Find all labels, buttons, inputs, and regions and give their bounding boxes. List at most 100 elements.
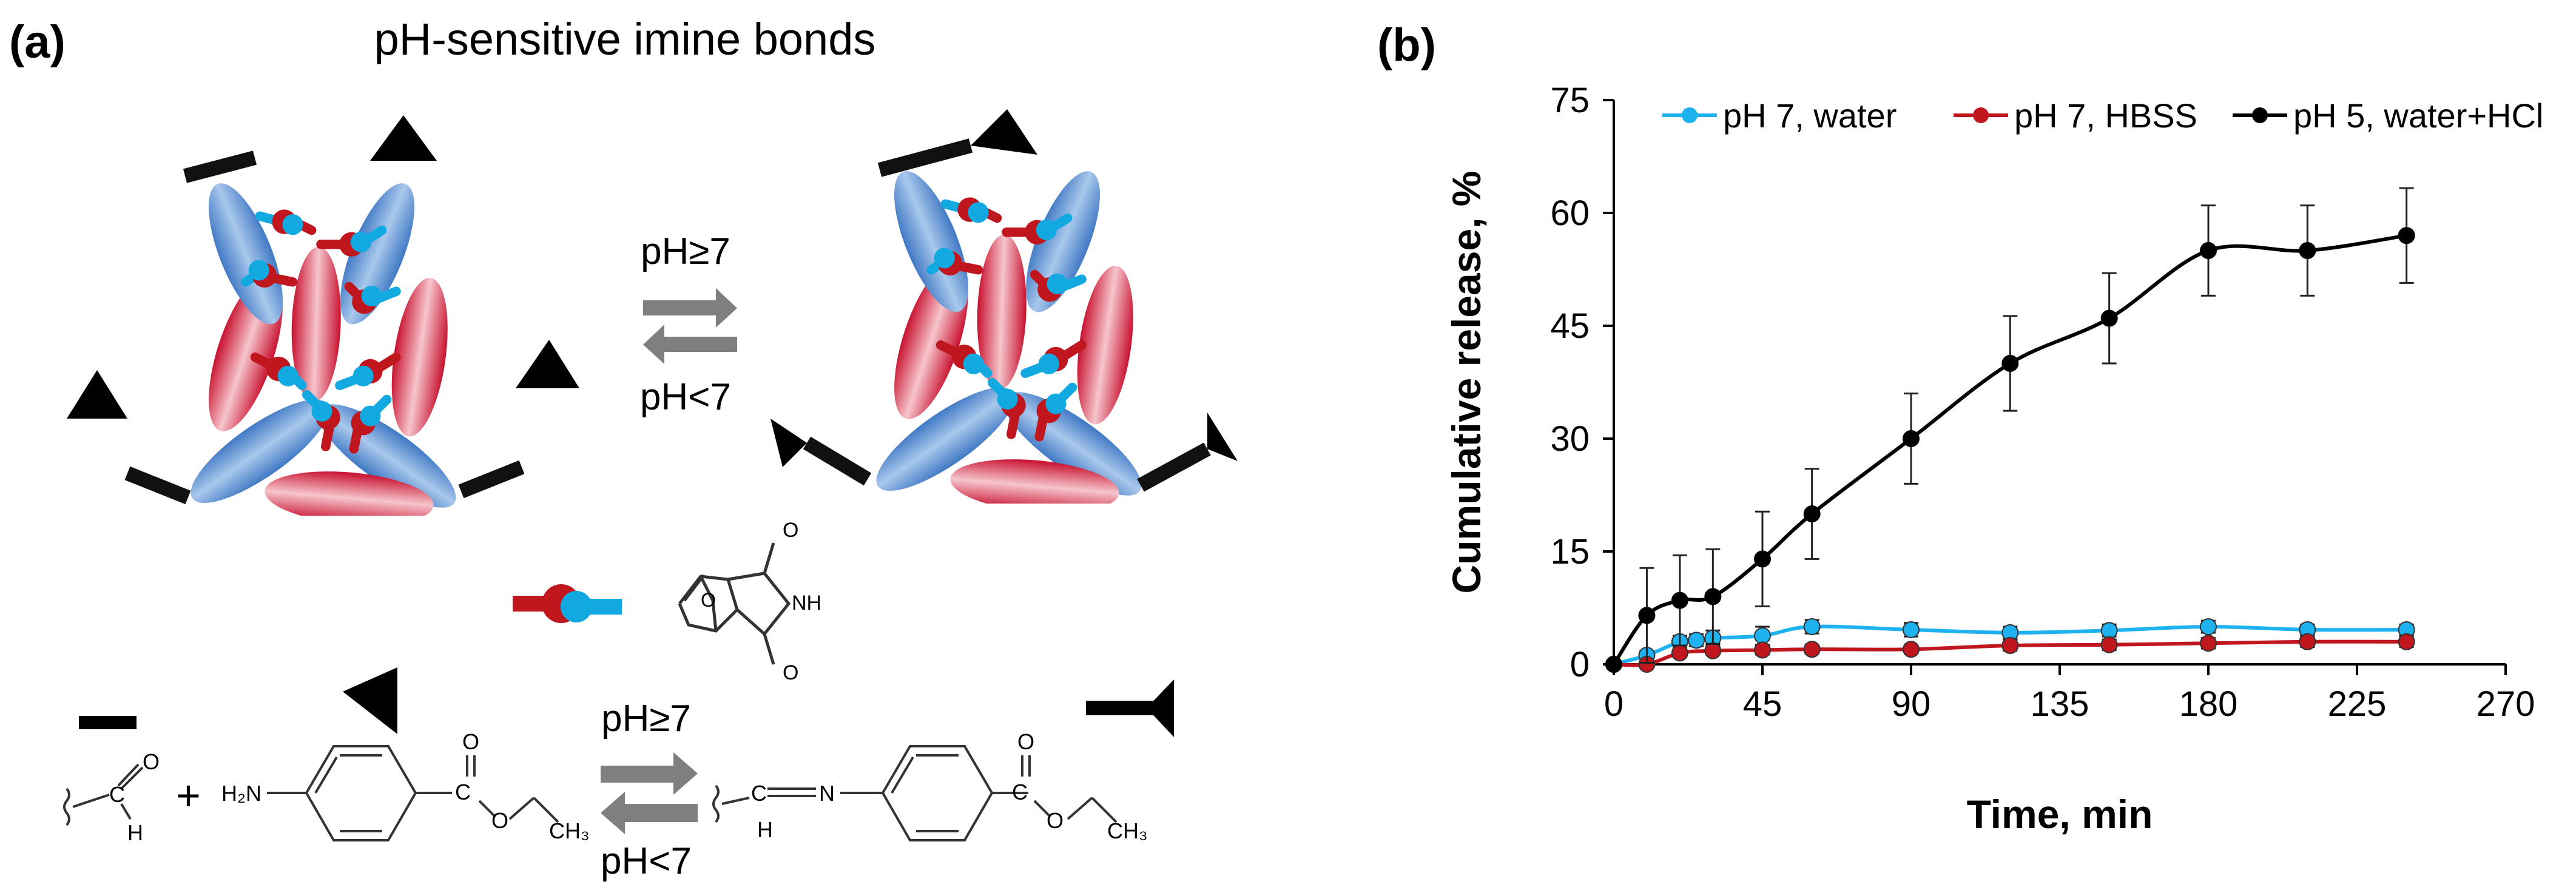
svg-text:O: O: [1047, 808, 1064, 833]
svg-text:O: O: [783, 519, 798, 542]
data-point: [1803, 641, 1821, 658]
data-point: [1671, 592, 1688, 609]
conjugated-drug: [971, 109, 1037, 155]
forward-arrow-bottom: [601, 752, 698, 795]
ph-reverse-label-bottom: pH<7: [601, 840, 692, 882]
data-point: [1754, 627, 1771, 644]
data-point: [2398, 227, 2415, 244]
data-point: [1605, 656, 1622, 673]
x-tick-label: 45: [1743, 684, 1782, 724]
y-tick-label: 30: [1550, 419, 1590, 459]
drug-triangle: [516, 340, 579, 388]
ph-forward-label-bottom: pH≥7: [601, 698, 691, 740]
ph-reverse-label: pH<7: [640, 376, 731, 418]
chart-series: [1605, 187, 2415, 673]
data-point: [1688, 632, 1705, 649]
svg-text:O: O: [783, 661, 798, 684]
panel-b-label: (b): [1377, 19, 1436, 71]
svg-text:O: O: [701, 589, 716, 611]
y-tick-label: 75: [1550, 81, 1590, 120]
data-point: [1704, 642, 1722, 659]
legend-marker: [1973, 107, 1989, 123]
svg-text:C: C: [751, 781, 767, 806]
maleimide-structure: O NH O O: [678, 519, 821, 684]
legend-label: pH 7, HBSS: [2014, 96, 2197, 135]
legend-label: pH 5, water+HCl: [2293, 96, 2543, 135]
linker-legend: [513, 584, 622, 623]
panel-a-label: (a): [9, 16, 66, 68]
x-tick-label: 225: [2328, 684, 2387, 724]
product-symbol: [1086, 679, 1174, 737]
svg-text:O: O: [143, 749, 160, 774]
panel-a: (a) pH-sensitive imine bonds pH≥7 pH<7: [9, 14, 1238, 882]
chart-axes: 0 45 90 135 180 225 270 0 15 30 45 60 75: [1550, 81, 2535, 724]
svg-text:C: C: [109, 782, 125, 807]
x-tick-label: 135: [2031, 684, 2089, 724]
data-point: [1803, 618, 1821, 635]
data-point: [1754, 641, 1771, 659]
series-3: [1605, 187, 2415, 673]
aldehyde-symbol: [79, 716, 137, 729]
svg-text:O: O: [1017, 729, 1034, 754]
panel-a-title: pH-sensitive imine bonds: [374, 14, 876, 64]
data-point: [2299, 242, 2316, 259]
data-point: [2100, 636, 2118, 653]
series-line: [1613, 639, 2407, 667]
aldehyde-bar: [183, 150, 257, 183]
x-axis-label: Time, min: [1967, 792, 2153, 837]
data-point: [1903, 621, 1920, 638]
legend-marker: [1682, 107, 1698, 123]
data-point: [1803, 505, 1821, 522]
reverse-arrow: [643, 325, 737, 364]
data-point: [1671, 644, 1688, 662]
svg-text:+: +: [176, 772, 201, 819]
data-point: [1754, 550, 1771, 568]
data-point: [2001, 637, 2019, 654]
svg-text:NH: NH: [792, 592, 821, 615]
data-point: [2200, 618, 2217, 635]
series-line: [1612, 234, 2407, 666]
aldehyde-bar: [458, 460, 525, 499]
y-tick-label: 60: [1550, 194, 1590, 233]
reverse-arrow-bottom: [601, 792, 698, 834]
data-point: [2100, 309, 2118, 327]
svg-text:H₂N: H₂N: [221, 781, 261, 806]
data-point: [2001, 355, 2019, 372]
svg-text:C: C: [455, 780, 471, 804]
aldehyde-bar: [124, 466, 191, 505]
data-point: [1903, 430, 1920, 447]
x-tick-label: 180: [2179, 684, 2238, 724]
release-chart: (b) 0 45 90 135 180 225 270 0 15 30 45 60 75 pH 7, w…: [1377, 19, 2543, 837]
svg-text:CH₃: CH₃: [549, 818, 590, 843]
data-point: [2398, 633, 2415, 650]
svg-text:H: H: [757, 817, 773, 842]
data-point: [2299, 633, 2316, 650]
drug-triangle: [67, 370, 127, 419]
ph-forward-label: pH≥7: [641, 231, 730, 272]
conjugated-drug: [770, 419, 807, 467]
drug-symbol: [343, 667, 397, 734]
chart-legend: pH 7, water pH 7, HBSS pH 5, water+HCl: [1662, 96, 2543, 135]
data-point: [2100, 622, 2118, 639]
polymer-cluster-right: [770, 109, 1238, 519]
drug-triangle: [370, 115, 437, 161]
y-axis-label: Cumulative release, %: [1444, 171, 1489, 594]
y-tick-label: 15: [1550, 532, 1590, 571]
data-point: [2200, 635, 2217, 652]
forward-arrow: [643, 288, 737, 328]
x-tick-label: 270: [2477, 684, 2535, 724]
data-point: [1638, 607, 1656, 624]
svg-text:C: C: [1012, 780, 1028, 804]
x-tick-label: 90: [1892, 684, 1931, 724]
legend-marker: [2252, 107, 2268, 123]
svg-text:CH₃: CH₃: [1107, 818, 1148, 843]
series-2: [1605, 633, 2415, 673]
data-point: [1903, 641, 1920, 658]
x-tick-label: 0: [1604, 684, 1623, 724]
svg-text:N: N: [819, 781, 835, 806]
y-tick-label: 45: [1550, 306, 1590, 346]
data-point: [1704, 588, 1722, 605]
reaction-scheme: O C H + H₂N O C O CH₃: [63, 667, 1174, 882]
svg-text:H: H: [127, 820, 143, 845]
